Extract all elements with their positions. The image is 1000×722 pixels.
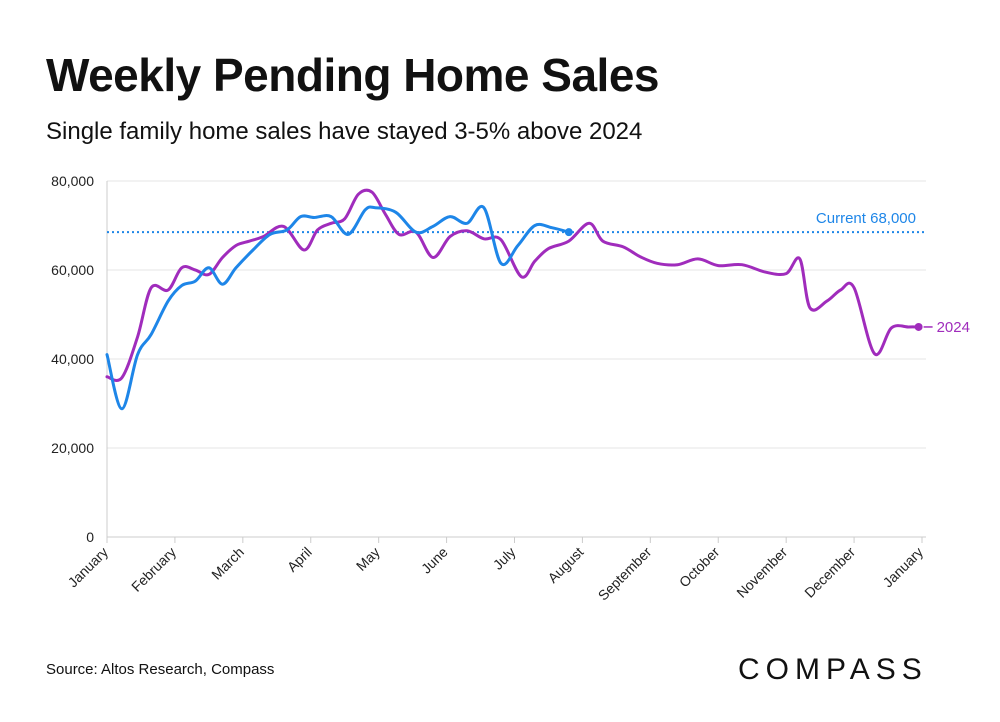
x-tick-label: September (595, 544, 655, 604)
y-tick-label: 40,000 (51, 351, 94, 367)
x-tick-label: July (490, 544, 519, 573)
x-tick-label: December (801, 544, 858, 601)
compass-logo: COMPASS (738, 653, 928, 686)
x-tick-label: November (733, 544, 790, 601)
x-tick-label: October (676, 544, 723, 591)
y-tick-label: 0 (86, 529, 94, 545)
x-tick-label: January (880, 544, 927, 591)
reference-line-group: Current 68,000 (107, 210, 926, 234)
y-axis: 0 20,000 40,000 60,000 80,000 (51, 173, 108, 545)
series-lines (105, 188, 923, 411)
x-tick-label: May (353, 544, 383, 574)
series-line-2025 (105, 204, 571, 411)
x-axis: January February March April May June July Augu… (65, 537, 927, 604)
x-tick-label: August (544, 544, 586, 586)
source-note: Source: Altos Research, Compass (46, 661, 275, 678)
series-end-dot (564, 228, 573, 237)
chart-title: Weekly Pending Home Sales (46, 49, 660, 101)
series-end-dot (914, 322, 923, 331)
chart-subtitle: Single family home sales have stayed 3-5… (46, 118, 643, 145)
series-labels: 2024 (923, 319, 970, 336)
y-tick-label: 20,000 (51, 440, 94, 456)
series-line-2024 (105, 188, 921, 382)
series-end-label: 2024 (937, 319, 970, 336)
x-tick-label: January (65, 544, 112, 591)
x-tick-label: June (418, 544, 451, 577)
x-tick-label: March (208, 544, 247, 583)
y-tick-label: 80,000 (51, 173, 94, 189)
x-tick-label: February (128, 544, 179, 595)
y-tick-label: 60,000 (51, 262, 94, 278)
grid-lines (107, 180, 926, 538)
x-tick-label: April (284, 544, 315, 575)
reference-line-label: Current 68,000 (816, 210, 916, 227)
